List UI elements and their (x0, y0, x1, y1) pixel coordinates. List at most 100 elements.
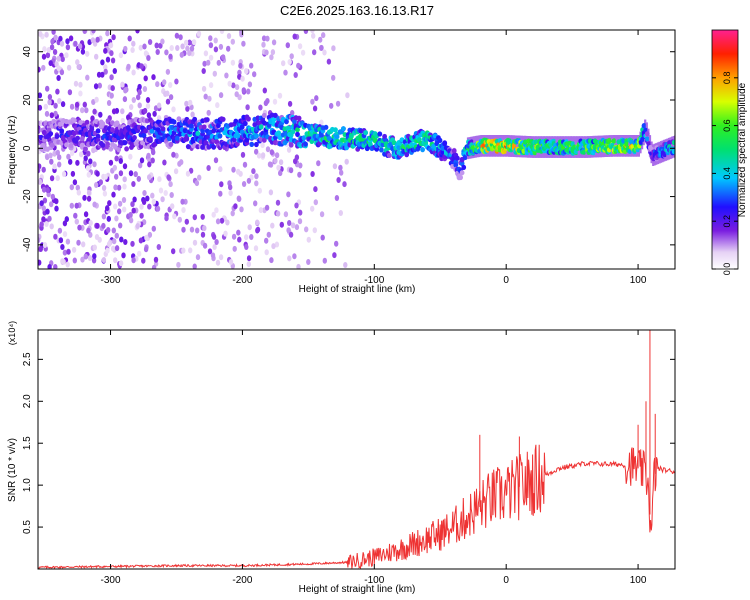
spectrogram-noise-cell (82, 194, 87, 201)
spectrogram-noise-cell (264, 49, 269, 56)
spectrogram-ridge-cell (200, 144, 206, 150)
spectrogram-noise-cell (66, 64, 72, 71)
spectrogram-noise-cell (246, 177, 252, 184)
spectrogram-ridge-cell (242, 120, 248, 127)
y-tick-label: 2.5 (22, 352, 33, 366)
spectrogram-noise-cell (296, 263, 301, 269)
snr-frame (37, 329, 676, 570)
spectrogram-noise-cell (94, 234, 100, 240)
spectrogram-noise-cell (48, 60, 53, 67)
spectrogram-noise-cell (168, 181, 173, 188)
snr-y-ticks: 0.5 1.0 1.5 2.0 2.5 (22, 352, 675, 534)
spectrogram-noise-cell (171, 106, 176, 113)
spectrogram-noise-cell (155, 81, 160, 88)
spectrogram-ridge-cell (176, 116, 182, 122)
spectrogram-ridge-cell (296, 115, 302, 121)
spectrogram-noise-cell (49, 158, 54, 165)
spectrogram-ridge-cell (72, 117, 77, 123)
spectrogram-noise-cell (123, 45, 128, 52)
spectrogram-noise-cell (112, 68, 118, 74)
spectrogram-noise-cell (185, 45, 190, 52)
spectrogram-noise-cell (190, 111, 195, 118)
spectrogram-noise-cell (70, 170, 76, 177)
spectrogram-noise-cell (311, 32, 316, 39)
spectrogram-noise-cell (201, 68, 206, 74)
spectrogram-noise-cell (57, 154, 62, 161)
spectrogram-noise-cell (318, 36, 323, 43)
spectrogram-noise-cell (55, 88, 60, 95)
spectrogram-ridge-cell (455, 155, 460, 161)
spectrogram-noise-cell (155, 49, 160, 55)
spectrogram-noise-cell (249, 234, 254, 240)
spectrogram-noise-cell (85, 50, 90, 57)
spectrogram-noise-cell (101, 185, 107, 191)
spectrogram-noise-cell (60, 244, 65, 250)
spectrogram-noise-cell (49, 175, 55, 182)
spectrogram-noise-cell (164, 215, 169, 222)
spectrogram-noise-cell (213, 157, 219, 164)
spectrogram-noise-cell (230, 59, 236, 66)
spectrogram-noise-cell (45, 187, 50, 194)
x-tick-label: 0 (503, 575, 509, 586)
spectrogram-ridge-cell (461, 164, 467, 170)
spectrogram-ridge-cell (671, 149, 675, 155)
spectrogram-noise-cell (38, 167, 41, 174)
spectrogram-ridge-cell (68, 143, 74, 149)
spectrogram-ridge-cell (434, 140, 440, 147)
spectrogram-ridge-cell (459, 160, 465, 167)
spectrogram-noise-cell (264, 237, 269, 244)
spectrogram-noise-cell (240, 151, 246, 158)
spectrogram-noise-cell (206, 165, 211, 171)
spectrogram-noise-cell (195, 254, 201, 261)
spectrogram-y-ticks: -40 -20 0 20 40 (22, 46, 675, 252)
spectrogram-noise-cell (44, 110, 50, 117)
spectrogram-noise-cell (118, 158, 124, 164)
spectrogram-noise-cell (277, 92, 283, 99)
spectrogram-ridge-cell (404, 152, 410, 158)
spectrogram-noise-cell (74, 202, 79, 209)
x-tick-label: -300 (101, 275, 121, 286)
spectrogram-ridge-cell (83, 146, 88, 152)
y-tick-label: 2.0 (22, 394, 33, 408)
spectrogram-noise-cell (56, 75, 61, 81)
spectrogram-noise-cell (195, 227, 200, 234)
spectrogram-noise-cell (150, 157, 155, 164)
spectrogram-noise-cell (38, 31, 43, 37)
spectrogram-noise-cell (88, 231, 93, 238)
spectrogram-noise-cell (147, 39, 153, 45)
spectrogram-noise-cell (147, 203, 152, 210)
y-tick-label: 1.0 (22, 478, 33, 492)
spectrogram-noise-cell (50, 38, 55, 45)
spectrogram-noise-cell (212, 70, 217, 77)
spectrogram-noise-cell (274, 241, 280, 248)
spectrogram-noise-cell (41, 64, 46, 71)
spectrogram-noise-cell (313, 199, 318, 206)
spectrogram-noise-cell (155, 205, 161, 212)
spectrogram-noise-cell (287, 220, 292, 226)
snr-x-ticks: -300 -200 -100 0 100 (101, 330, 647, 586)
spectrogram-noise-cell (142, 107, 148, 114)
spectrogram-ridge-cell (254, 141, 259, 148)
spectrogram-frame (37, 29, 676, 270)
spectrogram-noise-cell (344, 158, 349, 165)
spectrogram-noise-cell (260, 152, 266, 159)
colorbar-tick-label: 0.4 (722, 167, 732, 180)
spectrogram-noise-cell (111, 34, 116, 41)
spectrogram-noise-cell (269, 54, 274, 61)
spectrogram-noise-cell (265, 146, 271, 153)
x-tick-label: -200 (232, 575, 252, 586)
spectrogram-ridge-cell (451, 148, 457, 154)
spectrogram-noise-cell (139, 63, 144, 70)
spectrogram-noise-cell (135, 30, 140, 34)
spectrogram-ridge-cell (284, 119, 289, 125)
spectrogram-noise-cell (142, 190, 147, 196)
spectrogram-noise-cell (201, 85, 207, 92)
spectrogram-noise-cell (319, 44, 324, 51)
spectrogram-noise-cell (45, 154, 50, 161)
x-tick-label: -100 (364, 275, 384, 286)
spectrogram-noise-cell (65, 38, 70, 45)
spectrogram-noise-cell (206, 59, 211, 66)
spectrogram-noise-cell (228, 190, 233, 196)
spectrogram-noise-cell (109, 74, 114, 81)
